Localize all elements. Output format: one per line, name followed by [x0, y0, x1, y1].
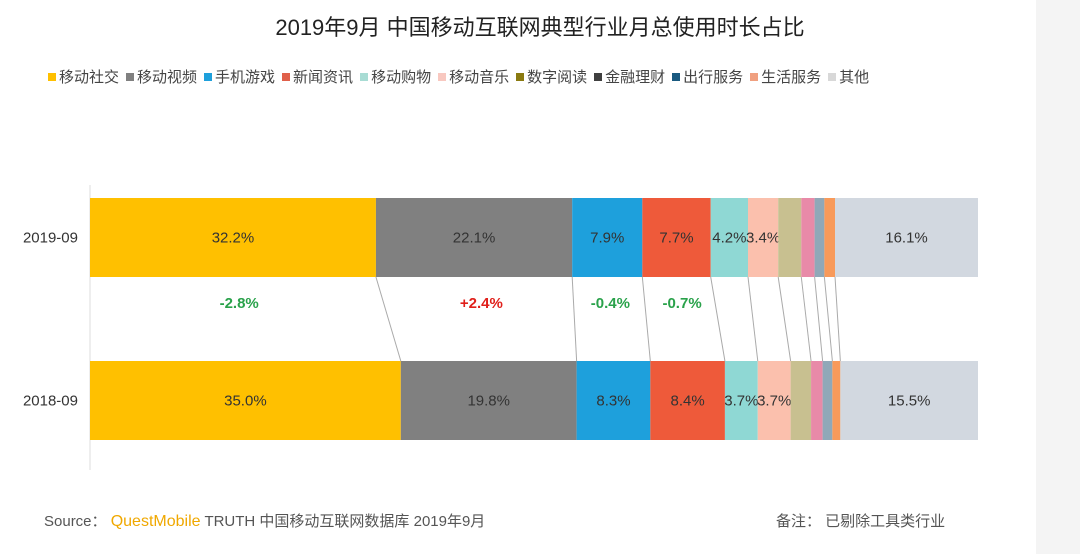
data-label: 8.4%	[671, 393, 705, 410]
legend-label: 数字阅读	[527, 69, 588, 86]
bar-segment	[724, 361, 758, 440]
legend: 移动社交 移动视频 手机游戏 新闻资讯 移动购物 移动音乐 数字阅读 金融理财 出行服务 生活服务…	[48, 66, 869, 87]
source-line: Source： QuestMobile TRUTH 中国移动互联网数据库 201…	[44, 510, 485, 531]
change-label: -0.7%	[662, 295, 701, 312]
bar-segment	[840, 361, 978, 440]
legend-label: 移动购物	[371, 69, 432, 86]
legend-label: 出行服务	[683, 69, 744, 86]
connector-line	[375, 276, 402, 362]
change-label: +2.4%	[460, 295, 503, 312]
data-label: 7.9%	[590, 230, 624, 247]
legend-label: 金融理财	[605, 69, 666, 86]
legend-swatch	[828, 72, 837, 81]
legend-item: 移动购物	[360, 66, 431, 87]
bar-segment	[576, 361, 651, 440]
data-label: 32.2%	[212, 230, 255, 247]
connector-line	[571, 276, 578, 362]
legend-item: 金融理财	[594, 66, 665, 87]
connector-line	[747, 276, 759, 362]
legend-swatch	[516, 72, 525, 81]
bar-segment	[824, 198, 836, 277]
legend-item: 手机游戏	[204, 66, 275, 87]
data-label: 3.4%	[746, 230, 780, 247]
bar-segment	[710, 198, 749, 277]
legend-swatch	[360, 72, 369, 81]
legend-label: 新闻资讯	[293, 69, 354, 86]
change-label: -2.8%	[220, 295, 259, 312]
legend-item: 生活服务	[750, 66, 821, 87]
legend-swatch	[204, 72, 213, 81]
legend-swatch	[594, 72, 603, 81]
legend-label: 移动视频	[137, 69, 198, 86]
chart-title: 2019年9月 中国移动互联网典型行业月总使用时长占比	[275, 15, 805, 40]
legend-label: 手机游戏	[215, 69, 276, 86]
legend-item: 移动社交	[48, 66, 119, 87]
legend-item: 移动音乐	[438, 66, 509, 87]
bar-segment	[790, 361, 812, 440]
legend-swatch	[282, 72, 291, 81]
legend-swatch	[126, 72, 135, 81]
connector-line	[641, 276, 651, 362]
legend-swatch	[48, 72, 56, 81]
legend-swatch	[438, 72, 447, 81]
connector-line	[710, 276, 726, 362]
bar-segment	[748, 198, 779, 277]
connector-line	[800, 276, 812, 362]
data-label: 4.2%	[712, 230, 746, 247]
category-label: 2018-09	[23, 393, 78, 410]
bar-segment	[814, 198, 825, 277]
data-label: 35.0%	[224, 393, 267, 410]
connector-line	[814, 276, 824, 362]
legend-label: 移动社交	[59, 69, 120, 86]
data-label: 3.7%	[757, 393, 791, 410]
connector-line	[777, 276, 792, 362]
page-edge	[1036, 0, 1080, 554]
data-label: 19.8%	[467, 393, 510, 410]
bar-segment	[778, 198, 802, 277]
bar-segment	[572, 198, 643, 277]
data-label: 7.7%	[659, 230, 693, 247]
legend-item: 数字阅读	[516, 66, 587, 87]
legend-item: 新闻资讯	[282, 66, 353, 87]
data-label: 16.1%	[885, 230, 928, 247]
legend-item: 其他	[828, 66, 869, 87]
bar-segment	[400, 361, 577, 440]
bar-segment	[835, 198, 978, 277]
source-text: TRUTH 中国移动互联网数据库 2019年9月	[204, 513, 486, 530]
bar-segment	[822, 361, 833, 440]
category-label: 2019-09	[23, 230, 78, 247]
legend-label: 移动音乐	[449, 69, 510, 86]
bar-segment	[757, 361, 791, 440]
data-label: 8.3%	[596, 393, 630, 410]
bar-segment	[832, 361, 841, 440]
legend-swatch	[750, 72, 759, 81]
data-label: 15.5%	[888, 393, 931, 410]
data-label: 22.1%	[453, 230, 496, 247]
legend-label: 其他	[839, 69, 870, 86]
footnote: 备注： 已剔除工具类行业	[776, 513, 946, 530]
source-label: Source：	[44, 513, 107, 530]
legend-item: 出行服务	[672, 66, 743, 87]
bar-segment	[642, 198, 711, 277]
bar-segment	[375, 198, 573, 277]
legend-swatch	[672, 72, 681, 81]
change-label: -0.4%	[591, 295, 630, 312]
legend-label: 生活服务	[761, 69, 822, 86]
data-label: 3.7%	[724, 393, 758, 410]
bar-segment	[90, 198, 376, 277]
legend-item: 移动视频	[126, 66, 197, 87]
connector-line	[834, 276, 841, 362]
connector-line	[823, 276, 833, 362]
bar-segment	[811, 361, 823, 440]
bar-segment	[90, 361, 401, 440]
bar-segment	[650, 361, 725, 440]
brand-name: QuestMobile	[110, 513, 201, 530]
bar-segment	[801, 198, 815, 277]
